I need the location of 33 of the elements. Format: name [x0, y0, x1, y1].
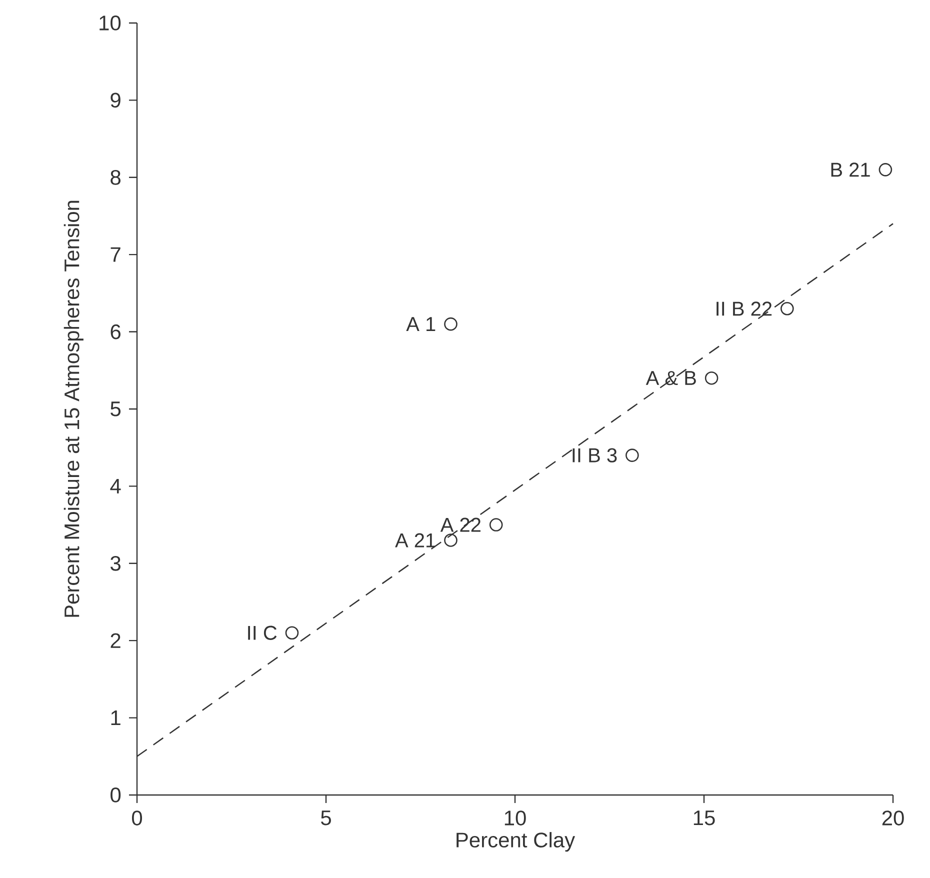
point [444, 317, 458, 331]
x-axis-title: Percent Clay [456, 832, 576, 852]
point [285, 626, 299, 640]
point [878, 163, 892, 176]
point [704, 371, 718, 385]
y-tick-label: 7 [110, 247, 120, 262]
annotation: A 21 [395, 533, 436, 548]
annotation: II B 22 [716, 302, 772, 316]
annotation: B 21 [831, 162, 870, 177]
x-tick-label: 0 [132, 810, 142, 826]
annotation: A & B [646, 371, 696, 386]
y-tick-label: 10 [100, 16, 121, 30]
y-tick-label: 2 [110, 633, 120, 648]
point [489, 518, 503, 532]
y-tick-label: 9 [110, 92, 120, 108]
point [626, 448, 639, 462]
x-tick-label: 20 [882, 810, 904, 826]
x-tick-label: 15 [694, 810, 715, 826]
point [444, 534, 458, 547]
annotation: II C [248, 626, 277, 640]
y-axis-title: Percent Moisture at 15 Atmospheres Tension [64, 200, 84, 617]
x-tick-label: 10 [504, 810, 526, 826]
y-tick-label: 8 [110, 170, 120, 185]
point [780, 302, 794, 316]
y-tick-label: 4 [110, 478, 121, 494]
y-tick-label: 0 [110, 788, 121, 802]
y-tick-label: 6 [110, 324, 120, 340]
x-tick-label: 5 [321, 810, 331, 826]
y-tick-label: 5 [110, 402, 121, 416]
annotation: A 1 [406, 317, 436, 331]
y-tick-label: 3 [110, 556, 120, 571]
y-tick-label: 1 [111, 710, 120, 726]
annotation: II B 3 [572, 448, 617, 462]
